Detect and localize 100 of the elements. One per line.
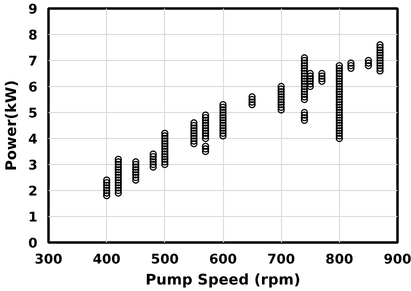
point xyxy=(219,114,227,122)
point xyxy=(336,80,343,88)
point xyxy=(202,127,210,134)
point xyxy=(202,124,210,132)
point xyxy=(376,54,384,62)
point xyxy=(306,70,314,78)
point xyxy=(161,156,168,163)
point xyxy=(190,138,198,145)
point xyxy=(132,164,140,171)
y-tick-label: 6 xyxy=(28,80,38,96)
point xyxy=(278,98,285,106)
y-tick-label: 5 xyxy=(28,106,38,122)
point xyxy=(376,46,384,54)
x-tick-label: 300 xyxy=(34,252,62,268)
point xyxy=(114,160,122,168)
point xyxy=(219,116,227,124)
point xyxy=(248,98,256,106)
point xyxy=(132,160,140,168)
point xyxy=(114,182,122,189)
point xyxy=(114,186,122,194)
point xyxy=(114,158,122,166)
point xyxy=(300,82,308,90)
point xyxy=(248,96,256,104)
point xyxy=(364,62,372,70)
x-tick-label: 600 xyxy=(209,252,237,268)
point xyxy=(103,184,110,192)
x-tick-label: 400 xyxy=(92,252,121,268)
point xyxy=(318,70,326,78)
point xyxy=(336,67,343,74)
point xyxy=(114,176,122,184)
point xyxy=(248,93,256,100)
point xyxy=(161,158,168,166)
point xyxy=(103,186,110,194)
point xyxy=(219,108,227,116)
point xyxy=(114,174,122,182)
point xyxy=(278,90,285,98)
point xyxy=(190,140,198,148)
point xyxy=(190,132,198,140)
point xyxy=(161,134,168,142)
point xyxy=(103,182,110,189)
point xyxy=(347,60,355,67)
point xyxy=(103,190,110,197)
point xyxy=(219,101,227,108)
point xyxy=(248,101,256,108)
x-tick-label: 700 xyxy=(267,252,296,268)
point xyxy=(347,64,355,72)
point xyxy=(132,168,140,176)
point xyxy=(336,116,343,124)
point xyxy=(132,158,140,166)
point xyxy=(306,75,314,82)
point xyxy=(190,130,198,137)
point xyxy=(202,145,210,152)
y-tick-label: 4 xyxy=(28,132,38,148)
point xyxy=(306,82,314,90)
point xyxy=(219,112,227,119)
point xyxy=(161,132,168,140)
point xyxy=(132,174,140,182)
point xyxy=(336,86,343,93)
point xyxy=(336,130,343,137)
point xyxy=(114,190,122,197)
point xyxy=(300,64,308,72)
point xyxy=(161,153,168,160)
point xyxy=(300,90,308,98)
point xyxy=(114,166,122,174)
point xyxy=(114,168,122,176)
y-tick-label: 9 xyxy=(28,2,38,18)
point xyxy=(219,130,227,137)
point xyxy=(336,75,343,82)
point xyxy=(300,108,308,116)
point xyxy=(336,114,343,122)
point xyxy=(336,96,343,104)
point xyxy=(114,184,122,192)
point xyxy=(300,70,308,78)
point xyxy=(300,75,308,82)
point xyxy=(161,145,168,152)
point xyxy=(336,104,343,111)
point xyxy=(114,164,122,171)
point xyxy=(336,90,343,98)
point xyxy=(336,101,343,108)
point xyxy=(161,148,168,156)
point xyxy=(132,166,140,174)
x-tick-label: 500 xyxy=(150,252,179,268)
y-tick-label: 1 xyxy=(28,210,38,226)
point xyxy=(161,150,168,158)
point xyxy=(114,171,122,178)
x-tick-label: 800 xyxy=(325,252,354,268)
point xyxy=(300,88,308,96)
point xyxy=(132,171,140,178)
point xyxy=(150,150,157,158)
point xyxy=(376,60,384,67)
point xyxy=(202,132,210,140)
point xyxy=(202,116,210,124)
point xyxy=(376,44,384,52)
point xyxy=(202,142,210,150)
point xyxy=(336,62,343,70)
point xyxy=(219,122,227,130)
point xyxy=(336,72,343,80)
point xyxy=(219,132,227,140)
point xyxy=(219,127,227,134)
point xyxy=(364,60,372,67)
